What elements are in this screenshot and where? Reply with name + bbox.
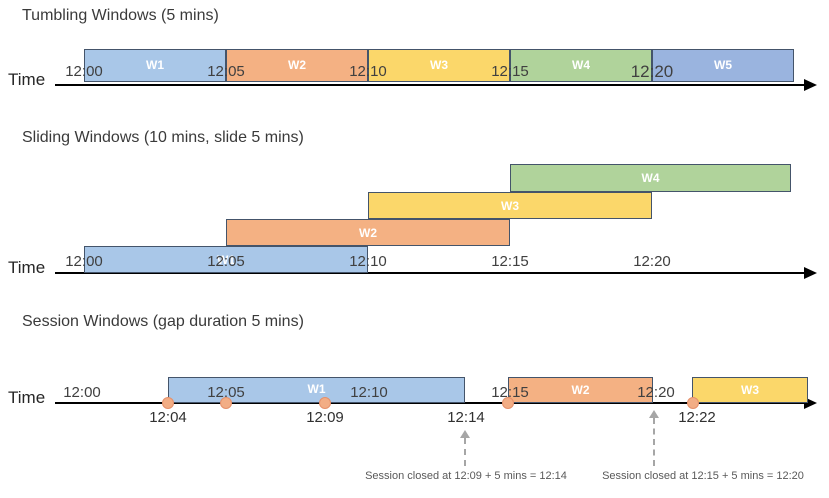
- session-tick-1210: 12:10: [350, 384, 388, 401]
- tumbling-window-w2: W2: [226, 49, 368, 82]
- tumbling-tick-1220: 12:20: [630, 62, 674, 81]
- session-tick-1205: 12:05: [207, 384, 245, 401]
- session-tick-1215: 12:15: [491, 384, 529, 401]
- session-event-dot-1204: [162, 397, 174, 409]
- tumbling-tick-1215: 12:15: [491, 63, 529, 80]
- tumbling-section-title: Tumbling Windows (5 mins): [22, 7, 219, 24]
- session-window-w3: W3: [692, 377, 808, 403]
- sliding-timeline: [55, 272, 806, 274]
- session-event-label-1209: 12:09: [306, 409, 344, 426]
- tumbling-window-w4: W4: [510, 49, 652, 82]
- sliding-tick-1200: 12:00: [65, 253, 103, 270]
- tumbling-window-w3: W3: [368, 49, 510, 82]
- session-event-label-1222: 12:22: [678, 409, 716, 426]
- session-section-title: Session Windows (gap duration 5 mins): [22, 313, 304, 330]
- session-tick-1220: 12:20: [637, 384, 675, 401]
- session-timeline: [55, 402, 806, 404]
- session-closed-arrow-icon-1: [460, 430, 470, 438]
- sliding-window-w3: W3: [368, 192, 652, 219]
- session-event-dot-1215: [502, 397, 514, 409]
- sliding-window-w4: W4: [510, 164, 791, 192]
- session-closed-annotation-2: Session closed at 12:15 + 5 mins = 12:20: [602, 470, 804, 482]
- session-window-w2: W2: [508, 377, 653, 403]
- session-closed-arrow-icon-2: [649, 410, 659, 418]
- session-tick-1200: 12:00: [63, 384, 101, 401]
- session-closed-dashed-line-1: [464, 438, 466, 466]
- sliding-window-w1: W1: [84, 246, 368, 273]
- sliding-tick-1220: 12:20: [633, 253, 671, 270]
- session-event-dot-2: [220, 397, 232, 409]
- session-event-label-1204: 12:04: [149, 409, 187, 426]
- session-event-label-1214: 12:14: [447, 409, 485, 426]
- sliding-window-w2: W2: [226, 219, 510, 246]
- tumbling-tick-1210: 12:10: [349, 63, 387, 80]
- tumbling-tick-1200: 12:00: [65, 63, 103, 80]
- sliding-section-title: Sliding Windows (10 mins, slide 5 mins): [22, 129, 304, 146]
- session-window-w1: W1: [168, 377, 465, 403]
- tumbling-window-w5: W5: [652, 49, 794, 82]
- tumbling-tick-1205: 12:05: [207, 63, 245, 80]
- session-event-dot-1222: [687, 397, 699, 409]
- session-time-axis-label: Time: [8, 388, 46, 407]
- tumbling-timeline: [55, 84, 806, 86]
- session-event-dot-1209: [319, 397, 331, 409]
- sliding-time-axis-label: Time: [8, 258, 46, 277]
- sliding-tick-1205: 12:05: [207, 253, 245, 270]
- session-closed-dashed-line-2: [653, 418, 655, 466]
- session-closed-annotation-1: Session closed at 12:09 + 5 mins = 12:14: [365, 470, 567, 482]
- sliding-timeline-arrow-icon: [804, 267, 817, 279]
- tumbling-time-axis-label: Time: [8, 70, 46, 89]
- tumbling-timeline-arrow-icon: [804, 79, 817, 91]
- tumbling-window-w1: W1: [84, 49, 226, 82]
- sliding-tick-1210: 12:10: [349, 253, 387, 270]
- sliding-tick-1215: 12:15: [491, 253, 529, 270]
